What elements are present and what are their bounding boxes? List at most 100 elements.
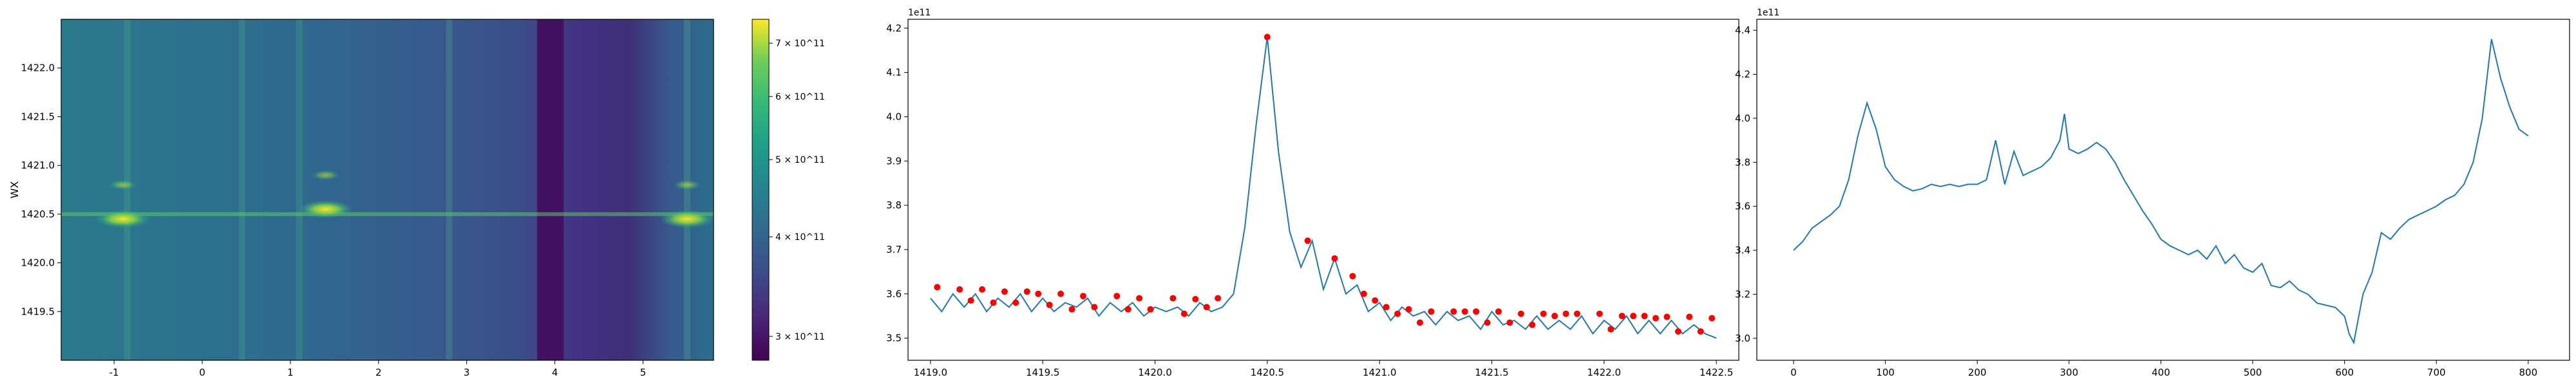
- colorbar-tick-label: 3 × 10^11: [775, 332, 825, 342]
- profile-y-tick-label: 3.6: [1735, 201, 1750, 212]
- profile-y-tick-label: 3.2: [1735, 288, 1750, 300]
- spectrum-y-tick-label: 4.2: [886, 23, 902, 34]
- spectrum-peak-marker: [1023, 288, 1030, 295]
- profile-x-tick-label: 500: [2244, 367, 2262, 378]
- heatmap-x-tick-label: 4: [552, 367, 558, 378]
- spectrum-peak-marker: [1641, 313, 1648, 320]
- spectrum-y-tick-label: 3.6: [886, 288, 902, 300]
- spectrum-peak-marker: [1394, 310, 1401, 317]
- spectrum-peak-marker: [1596, 310, 1603, 317]
- spectrum-y-tick-label: 4.0: [886, 111, 902, 122]
- spectrum-peak-marker: [1653, 315, 1659, 322]
- spectrum-x-tick-label: 1422.5: [1700, 367, 1734, 378]
- spectrum-peak-marker: [1630, 313, 1637, 320]
- colorbar: 3 × 10^11 4 × 10^11 5 × 10^11 6 × 10^11 7 × …: [752, 19, 825, 361]
- spectrum-peak-marker: [1697, 328, 1704, 335]
- heatmap-frame: [61, 19, 714, 361]
- profile-x-tick-label: 300: [2060, 367, 2079, 378]
- heatmap-y-tick-label: 1421.5: [21, 111, 55, 122]
- heatmap-stripe: [296, 19, 303, 360]
- spectrum-peak-marker: [1035, 290, 1042, 297]
- profile-y-tick-label: 3.4: [1735, 244, 1750, 256]
- heatmap-dark-band: [537, 19, 564, 360]
- colorbar-tick-label: 7 × 10^11: [775, 39, 825, 49]
- spectrum-peak-marker: [1136, 295, 1143, 302]
- spectrum-peak-marker: [1663, 313, 1671, 320]
- profile-x-tick-label: 700: [2427, 367, 2446, 378]
- heatmap-y-tick-label: 1420.5: [21, 208, 55, 220]
- spectrum-peak-marker: [1450, 308, 1457, 315]
- spectrum-peak-marker: [1215, 295, 1222, 302]
- spectrum-peak-marker: [1674, 328, 1681, 335]
- spectrum-peak-marker: [1124, 306, 1132, 313]
- spectrum-peak-marker: [1506, 319, 1513, 326]
- spectrum-peak-marker: [1012, 299, 1019, 306]
- spectrum-peak-marker: [1686, 313, 1693, 320]
- spectrum-peak-marker: [1540, 310, 1547, 317]
- spectrum-axes-frame: [907, 19, 1739, 361]
- spectrum-peak-marker: [1529, 321, 1536, 328]
- heatmap-x-tick-label: 0: [199, 367, 205, 378]
- heatmap-bright-spot: [298, 200, 353, 219]
- heatmap-y-tick-label: 1419.5: [21, 306, 55, 317]
- spectrum-peak-marker: [1331, 255, 1338, 262]
- profile-offset-label: 1e11: [1757, 8, 1779, 18]
- heatmap-bright-spot-halo: [672, 179, 701, 190]
- spectrum-peak-marker: [1046, 301, 1053, 308]
- spectrum-peak-marker: [934, 284, 941, 291]
- heatmap-y-tick-label: 1422.0: [21, 62, 55, 74]
- heatmap-bright-spot: [95, 210, 150, 228]
- spectrum-peak-marker: [1484, 319, 1491, 326]
- profile-y-tick-label: 4.2: [1735, 68, 1750, 80]
- heatmap-x-tick-label: -1: [109, 367, 119, 378]
- spectrum-peak-marker: [979, 286, 986, 293]
- profile-y-tick-label: 4.4: [1735, 24, 1750, 36]
- colorbar-tick-label: 4 × 10^11: [775, 232, 825, 243]
- spectrum-y-tick-label: 3.7: [886, 244, 902, 255]
- spectrum-peak-marker: [1383, 304, 1390, 311]
- heatmap-y-tick-label: 1420.0: [21, 257, 55, 269]
- spectrum-y-tick-label: 4.1: [886, 67, 902, 78]
- profile-x-tick-label: 100: [1876, 367, 1895, 378]
- profile-y-tick-label: 3.0: [1735, 333, 1750, 344]
- heatmap-bright-spot: [659, 210, 714, 228]
- spectrum-peak-marker: [956, 286, 963, 293]
- heatmap-x-tick-label: 5: [640, 367, 647, 378]
- spectrum-peak-marker: [1405, 306, 1412, 313]
- spectrum-peak-marker: [990, 299, 997, 306]
- spectrum-x-tick-label: 1419.0: [914, 367, 948, 378]
- spectrum-x-tick-label: 1420.5: [1251, 367, 1285, 378]
- spectrum-peak-marker: [1573, 310, 1580, 317]
- spectrum-peak-marker: [1180, 310, 1188, 317]
- profile-panel: 1e11 0 100 200 300 400 500 600 700 800 3.0 3.2 3.4 3…: [1735, 8, 2570, 378]
- spectrum-peak-marker: [1416, 319, 1423, 326]
- spectrum-y-tick-label: 3.9: [886, 155, 902, 167]
- profile-x-tick-label: 800: [2519, 367, 2538, 378]
- heatmap-bright-spot-halo: [311, 170, 340, 181]
- spectrum-offset-label: 1e11: [908, 8, 931, 18]
- profile-axes-frame: [1756, 19, 2570, 361]
- spectrum-x-tick-label: 1421.0: [1363, 367, 1397, 378]
- heatmap-x-tick-label: 2: [375, 367, 382, 378]
- colorbar-tick-label: 5 × 10^11: [775, 155, 825, 165]
- profile-y-tick-label: 3.8: [1735, 156, 1750, 168]
- spectrum-peak-marker: [1170, 295, 1177, 302]
- profile-x-tick-label: 0: [1790, 367, 1797, 378]
- profile-x-tick-label: 600: [2335, 367, 2354, 378]
- spectrum-x-tick-label: 1420.0: [1138, 367, 1172, 378]
- spectrum-x-tick-label: 1419.5: [1026, 367, 1060, 378]
- heatmap-stripe: [446, 19, 453, 360]
- spectrum-peak-marker: [1372, 297, 1379, 304]
- spectrum-y-tick-label: 3.5: [886, 333, 902, 344]
- spectrum-peak-marker: [1618, 313, 1625, 320]
- spectrum-peak-marker: [1068, 306, 1075, 313]
- heatmap-bright-spot-halo: [108, 179, 137, 190]
- spectrum-peak-marker: [1551, 313, 1558, 320]
- spectrum-peak-marker: [1001, 288, 1008, 295]
- heatmap-x-tick-label: 1: [287, 367, 294, 378]
- colorbar-tick-label: 6 × 10^11: [775, 92, 825, 102]
- spectrum-peak-marker: [1473, 308, 1480, 315]
- spectrum-x-tick-label: 1422.0: [1587, 367, 1622, 378]
- spectrum-peak-marker: [1079, 293, 1086, 300]
